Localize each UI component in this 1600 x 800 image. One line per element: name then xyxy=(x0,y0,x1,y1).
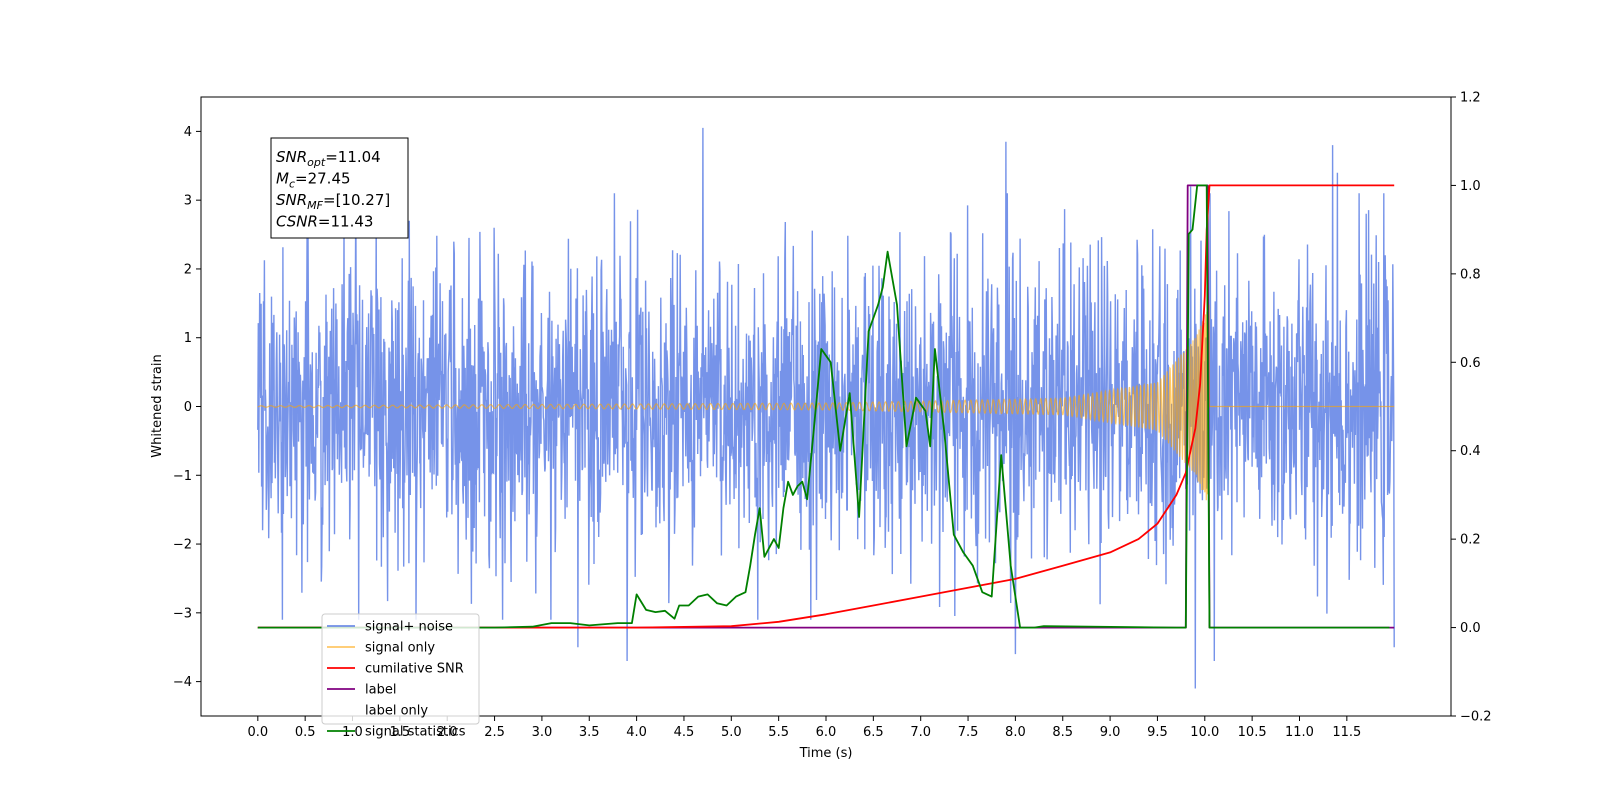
x-tick-label: 0.0 xyxy=(247,725,268,740)
series-signal-statistics xyxy=(257,184,1390,629)
y-tick-label: 0 xyxy=(184,400,192,415)
y2-tick-label: 0.4 xyxy=(1460,444,1481,459)
x-tick-label: 6.0 xyxy=(816,725,837,740)
x-tick-label: 3.5 xyxy=(579,725,600,740)
y-tick-label: 1 xyxy=(184,331,192,346)
x-tick-label: 3.0 xyxy=(532,725,553,740)
y-tick-label: 2 xyxy=(184,262,192,277)
legend: signal+ noise signal only cumilative SNR la… xyxy=(321,613,480,740)
annotation-line: Mc=27.45 xyxy=(276,170,351,191)
y2-tick-label: 0.2 xyxy=(1460,533,1481,548)
legend-label: signal+ noise xyxy=(365,620,453,635)
x-tick-label: 2.5 xyxy=(484,725,505,740)
x-tick-label: 6.5 xyxy=(863,725,884,740)
x-tick-label: 7.0 xyxy=(910,725,931,740)
annotation-line: CSNR=11.43 xyxy=(276,213,373,231)
x-tick-label: 10.0 xyxy=(1190,725,1219,740)
x-tick-label: 1.5 xyxy=(390,725,411,740)
y-axis-left: 4 3 2 1 0 −1 −2 −3 −4 xyxy=(173,125,201,690)
y2-tick-label: 0.8 xyxy=(1460,267,1481,282)
legend-label: signal statistics xyxy=(365,725,466,740)
y2-tick-label: −0.2 xyxy=(1460,710,1492,725)
y2-tick-label: 0.0 xyxy=(1460,621,1481,636)
legend-frame xyxy=(321,613,480,725)
x-tick-label: 4.0 xyxy=(626,725,647,740)
y-axis-right: 1.2 1.0 0.8 0.6 0.4 0.2 0.0 −0.2 xyxy=(1451,91,1492,725)
y2-tick-label: 1.2 xyxy=(1460,91,1481,106)
annotation-line: SNRMF=[10.27] xyxy=(276,191,390,212)
annotation-line: SNRopt=11.04 xyxy=(276,148,381,169)
x-axis-title: Time (s) xyxy=(799,746,853,761)
y-tick-label: −2 xyxy=(173,538,192,553)
series-cumulative-snr xyxy=(257,184,1395,629)
x-tick-label: 8.0 xyxy=(1005,725,1026,740)
y-tick-label: 4 xyxy=(184,125,192,140)
x-tick-label: 9.0 xyxy=(1100,725,1121,740)
y-tick-label: 3 xyxy=(184,194,192,209)
x-tick-label: 4.5 xyxy=(674,725,695,740)
x-tick-label: 7.5 xyxy=(958,725,979,740)
series-signal-only xyxy=(257,304,1395,501)
legend-label: label only xyxy=(365,704,428,719)
y-axis-title: Whitened strain xyxy=(150,354,165,457)
legend-label: signal only xyxy=(365,641,435,656)
y2-tick-label: 1.0 xyxy=(1460,179,1481,194)
x-tick-label: 10.5 xyxy=(1238,725,1267,740)
y2-tick-label: 0.6 xyxy=(1460,356,1481,371)
x-tick-label: 1.0 xyxy=(342,725,363,740)
series-layer xyxy=(257,127,1395,689)
x-axis: 0.0 0.5 1.0 1.5 2.0 2.5 3.0 3.5 4.0 4.5 5.0 5.5 6.0 6… xyxy=(247,716,1361,740)
x-tick-label: 2.0 xyxy=(437,725,458,740)
x-tick-label: 9.5 xyxy=(1147,725,1168,740)
legend-label: cumilative SNR xyxy=(365,662,464,677)
stats-annotation-box: SNRopt=11.04Mc=27.45SNRMF=[10.27]CSNR=11… xyxy=(270,137,409,239)
x-tick-label: 5.0 xyxy=(721,725,742,740)
y-tick-label: −3 xyxy=(173,606,192,621)
x-tick-label: 11.5 xyxy=(1332,725,1361,740)
annotation-frame xyxy=(270,137,409,239)
x-tick-label: 8.5 xyxy=(1052,725,1073,740)
x-tick-label: 5.5 xyxy=(768,725,789,740)
x-tick-label: 0.5 xyxy=(295,725,316,740)
legend-label: label xyxy=(365,683,396,698)
y-tick-label: −4 xyxy=(173,675,192,690)
y-tick-label: −1 xyxy=(173,469,192,484)
x-tick-label: 11.0 xyxy=(1285,725,1314,740)
